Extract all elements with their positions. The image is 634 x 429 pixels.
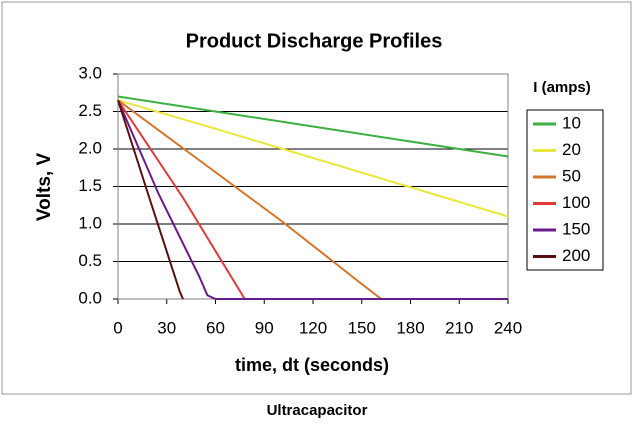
x-tick-label: 150 bbox=[348, 318, 376, 337]
x-axis-label: time, dt (seconds) bbox=[235, 355, 389, 375]
x-tick-label: 90 bbox=[255, 318, 274, 337]
legend-label: 20 bbox=[562, 140, 581, 159]
y-tick-label: 3.0 bbox=[78, 63, 102, 82]
series-line bbox=[117, 99, 508, 300]
chart-title: Product Discharge Profiles bbox=[186, 30, 443, 52]
caption: Ultracapacitor bbox=[267, 402, 368, 419]
legend-title: I (amps) bbox=[533, 79, 591, 96]
y-tick-label: 1.5 bbox=[78, 176, 102, 195]
x-tick-label: 0 bbox=[113, 318, 122, 337]
y-tick-label: 2.5 bbox=[78, 101, 102, 120]
legend-label: 150 bbox=[562, 219, 590, 238]
legend-label: 100 bbox=[562, 193, 590, 212]
legend-label: 50 bbox=[562, 166, 581, 185]
chart-frame bbox=[1, 1, 632, 395]
series-line bbox=[117, 99, 509, 218]
y-axis-label: Volts, V bbox=[34, 153, 55, 222]
x-tick-label: 30 bbox=[157, 318, 176, 337]
y-tick-label: 0.5 bbox=[78, 251, 102, 270]
legend-box bbox=[526, 109, 604, 271]
y-tick-label: 0.0 bbox=[78, 288, 102, 307]
y-tick-label: 1.0 bbox=[78, 213, 102, 232]
series-line bbox=[117, 95, 509, 158]
x-tick-label: 60 bbox=[206, 318, 225, 337]
legend-label: 200 bbox=[562, 246, 590, 265]
x-tick-label: 180 bbox=[396, 318, 424, 337]
y-tick-label: 2.0 bbox=[78, 138, 102, 157]
legend-label: 10 bbox=[562, 113, 581, 132]
x-tick-label: 120 bbox=[299, 318, 327, 337]
x-tick-label: 210 bbox=[445, 318, 473, 337]
x-tick-label: 240 bbox=[494, 318, 522, 337]
series-line bbox=[117, 99, 184, 300]
